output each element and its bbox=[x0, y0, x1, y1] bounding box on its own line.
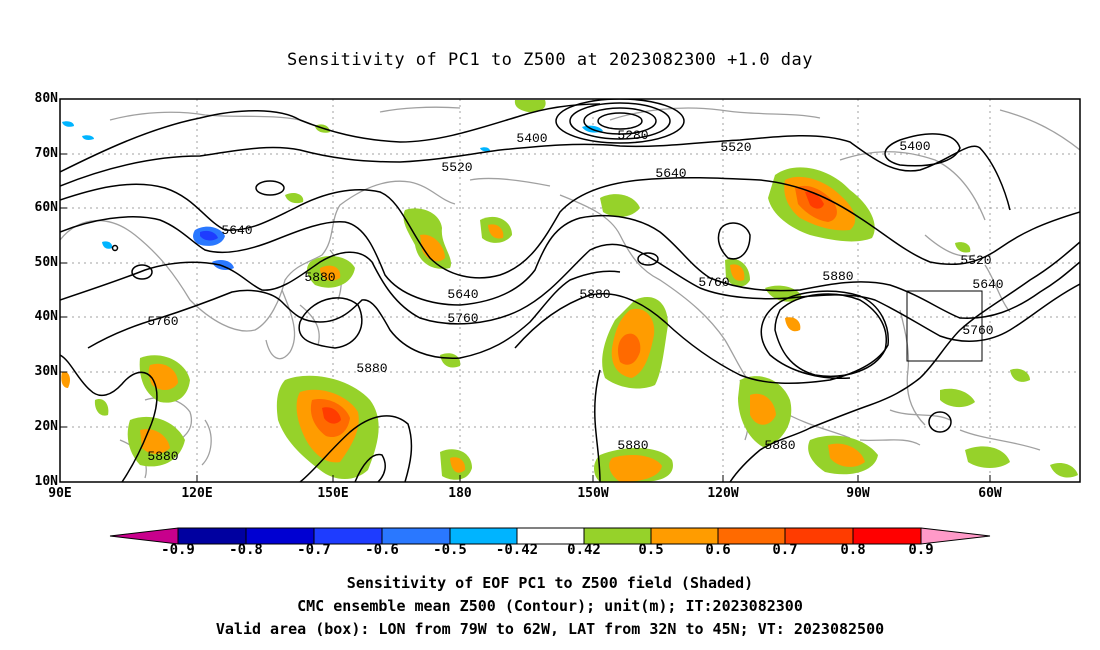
lon-label: 90W bbox=[846, 486, 870, 501]
contour-label: 5280 bbox=[617, 128, 648, 143]
colorbar-label: 0.5 bbox=[638, 542, 664, 558]
map-title: Sensitivity of PC1 to Z500 at 2023082300… bbox=[286, 50, 813, 70]
z500-contours bbox=[60, 99, 1080, 482]
contour-label: 5520 bbox=[441, 160, 472, 175]
lon-label: 120E bbox=[181, 486, 213, 501]
lon-label: 180 bbox=[448, 486, 472, 501]
colorbar-label: -0.5 bbox=[433, 542, 467, 558]
colorbar-high-arrow bbox=[920, 527, 991, 545]
lon-label: 90E bbox=[48, 486, 72, 501]
contour-label: 5880 bbox=[822, 269, 853, 284]
lat-label: 20N bbox=[34, 419, 58, 434]
contour-label: 5400 bbox=[899, 139, 930, 154]
contour-label: 5640 bbox=[972, 277, 1003, 292]
plot-frame bbox=[59, 98, 1081, 483]
lat-label: 60N bbox=[34, 200, 58, 215]
contour-label: 5400 bbox=[516, 131, 547, 146]
colorbar-label: 0.9 bbox=[908, 542, 934, 558]
contour-label: 5640 bbox=[447, 287, 478, 302]
coastlines bbox=[60, 106, 1080, 479]
sensitivity-shading bbox=[61, 100, 1078, 482]
plot-area: 5400 5280 5520 5400 5520 5640 5640 5880 … bbox=[60, 99, 1080, 482]
contour-label: 5880 bbox=[304, 270, 335, 285]
contour-label: 5880 bbox=[579, 287, 610, 302]
footer-line-2: CMC ensemble mean Z500 (Contour); unit(m… bbox=[297, 597, 803, 615]
colorbar-label: 0.7 bbox=[772, 542, 798, 558]
contour-label: 5880 bbox=[356, 361, 387, 376]
contour-label: 5760 bbox=[962, 323, 993, 338]
colorbar-label: -0.8 bbox=[229, 542, 263, 558]
colorbar-label: 0.6 bbox=[705, 542, 731, 558]
colorbar-label: 0.8 bbox=[840, 542, 866, 558]
contour-label: 5640 bbox=[655, 166, 686, 181]
colorbar-label: 0.42 bbox=[567, 542, 601, 558]
axis-ticks bbox=[60, 153, 991, 482]
contour-label: 5760 bbox=[147, 314, 178, 329]
footer-line-1: Sensitivity of EOF PC1 to Z500 field (Sh… bbox=[346, 574, 754, 592]
contour-label: 5760 bbox=[447, 311, 478, 326]
lon-label: 60W bbox=[978, 486, 1002, 501]
contour-label: 5880 bbox=[617, 438, 648, 453]
contour-labels: 5400 5280 5520 5400 5520 5640 5640 5880 … bbox=[147, 128, 1003, 453]
lon-label: 150W bbox=[577, 486, 609, 501]
contour-extra-label: 5880 bbox=[147, 449, 178, 464]
lat-label: 80N bbox=[34, 91, 58, 106]
contour-label: 5640 bbox=[221, 223, 252, 238]
lat-label: 40N bbox=[34, 309, 58, 324]
colorbar-label: -0.42 bbox=[495, 542, 539, 558]
contour-label: 5520 bbox=[720, 140, 751, 155]
colorbar-label: -0.6 bbox=[365, 542, 399, 558]
contour-label: 5520 bbox=[960, 253, 991, 268]
lon-label: 120W bbox=[707, 486, 739, 501]
valid-area-box bbox=[906, 290, 983, 362]
colorbar bbox=[109, 527, 991, 545]
footer-line-3: Valid area (box): LON from 79W to 62W, L… bbox=[215, 620, 885, 638]
contour-label: 5760 bbox=[698, 275, 729, 290]
lat-label: 10N bbox=[34, 474, 58, 489]
lat-label: 70N bbox=[34, 146, 58, 161]
lat-label: 30N bbox=[34, 364, 58, 379]
lon-label: 150E bbox=[317, 486, 349, 501]
colorbar-label: -0.7 bbox=[297, 542, 331, 558]
svg-text:5880: 5880 bbox=[147, 449, 178, 464]
colorbar-label: -0.9 bbox=[161, 542, 195, 558]
lat-label: 50N bbox=[34, 255, 58, 270]
contour-label: 5880 bbox=[764, 438, 795, 453]
